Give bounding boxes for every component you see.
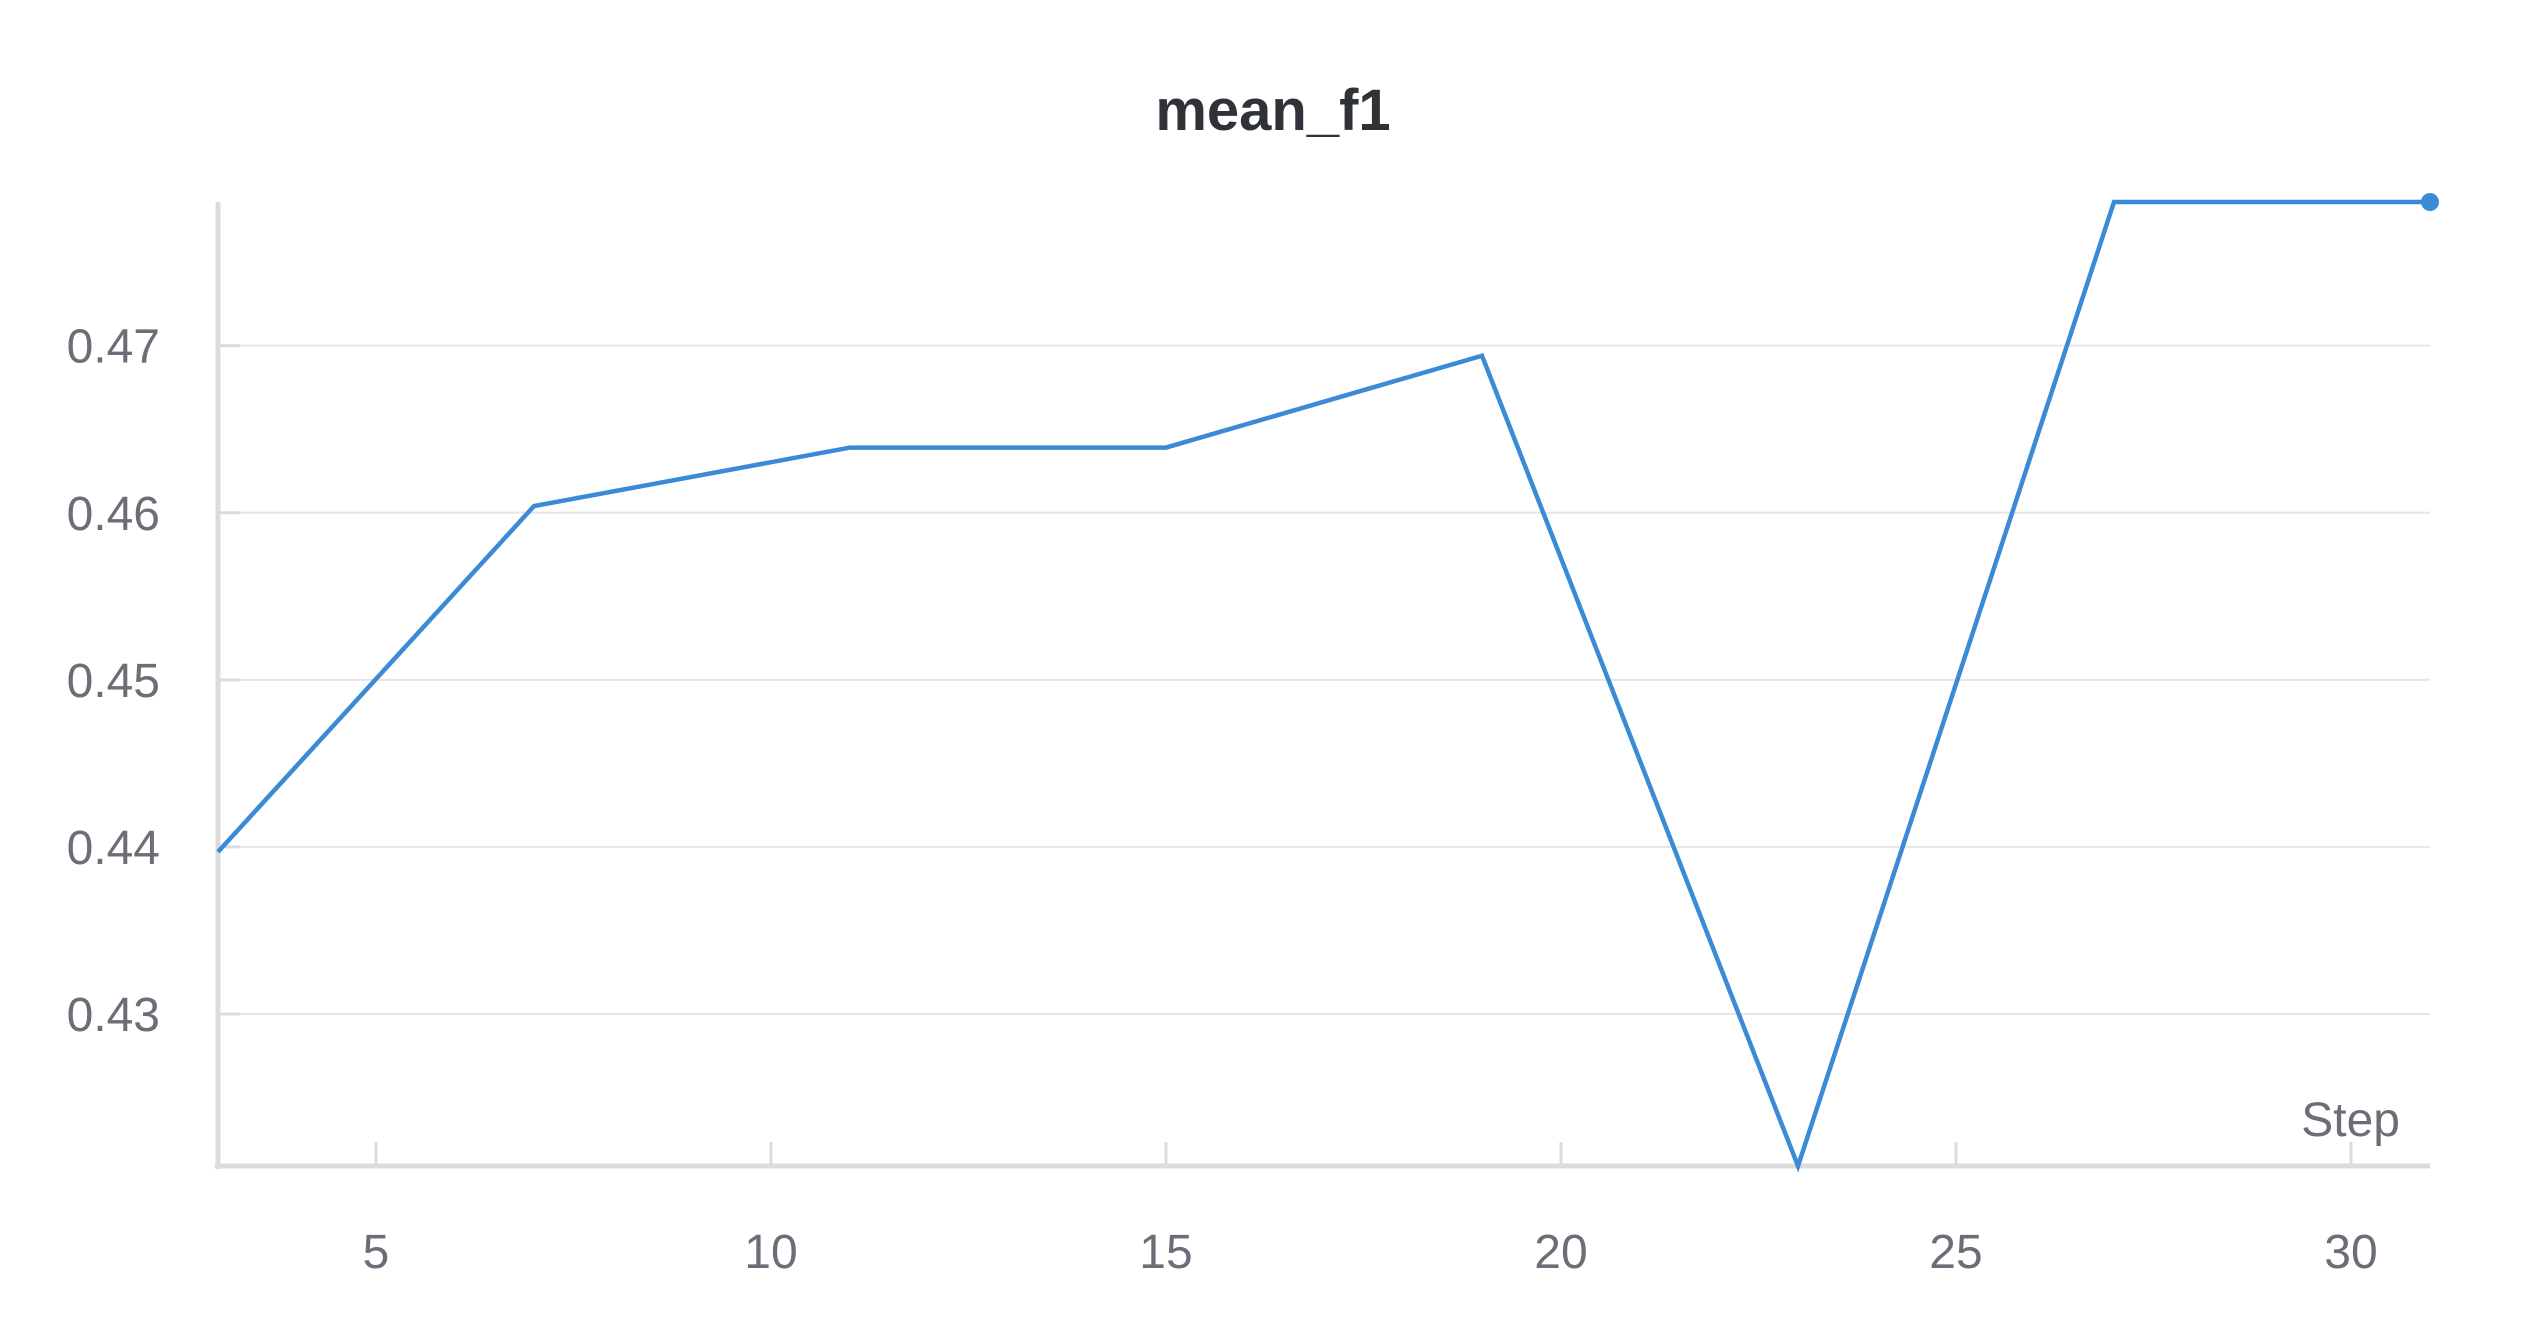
- series-lines: [216, 193, 2439, 1173]
- y-tick-label: 0.47: [67, 321, 160, 374]
- y-tick-label: 0.45: [67, 655, 160, 708]
- chart-title: mean_f1: [1155, 78, 1390, 143]
- x-tick-label: 25: [1929, 1226, 1982, 1279]
- tick-labels: 0.43 0.44 0.45 0.46 0.47 5 10 15 20 25 30: [67, 321, 2378, 1279]
- x-tick-label: 15: [1139, 1226, 1192, 1279]
- x-tick-label: 30: [2324, 1226, 2377, 1279]
- x-axis-label: Step: [2301, 1094, 2400, 1147]
- grid-lines: [218, 344, 2430, 1015]
- y-tick-label: 0.46: [67, 488, 160, 541]
- axes: [215, 202, 2430, 1169]
- x-tick-label: 20: [1534, 1226, 1587, 1279]
- y-tick-label: 0.44: [67, 822, 160, 875]
- x-tick-label: 10: [744, 1226, 797, 1279]
- last-point-marker: [2421, 193, 2439, 211]
- x-tick-label: 5: [363, 1226, 390, 1279]
- series-line: [216, 199, 2430, 1173]
- y-tick-label: 0.43: [67, 989, 160, 1042]
